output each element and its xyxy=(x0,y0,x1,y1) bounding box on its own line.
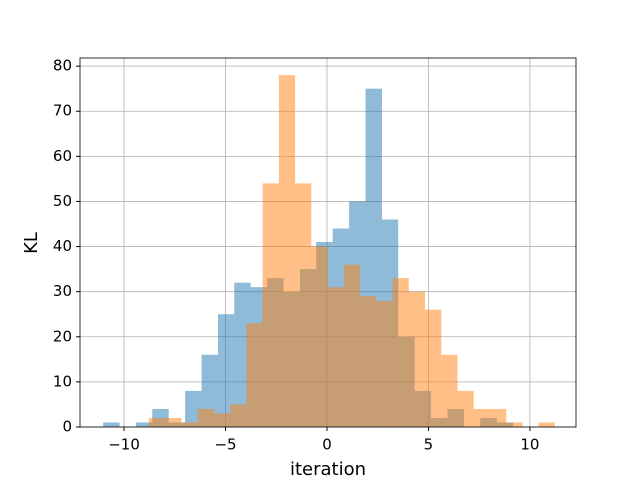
histogram-bar xyxy=(149,417,166,427)
y-tick-label: 40 xyxy=(53,237,72,255)
histogram-bar xyxy=(538,422,555,427)
x-tick-label: −5 xyxy=(214,436,236,454)
x-tick-label: 5 xyxy=(424,436,434,454)
histogram-bar xyxy=(506,422,523,427)
histogram-bar xyxy=(197,408,214,427)
histogram-bar xyxy=(262,183,279,427)
y-tick-label: 30 xyxy=(53,282,72,300)
histogram-bar xyxy=(218,314,235,427)
histogram-bar xyxy=(473,408,490,427)
histogram-bar xyxy=(343,264,361,427)
histogram-bar xyxy=(103,422,120,427)
histogram-bar xyxy=(311,246,328,427)
plot-frame xyxy=(79,57,577,428)
y-tick-label: 20 xyxy=(53,327,72,345)
x-tick-label: 10 xyxy=(520,436,539,454)
y-tick-label: 60 xyxy=(53,147,72,165)
histogram-bar xyxy=(441,354,458,427)
y-tick-label: 10 xyxy=(53,372,72,390)
histogram-bar xyxy=(457,390,474,427)
histogram-bar xyxy=(246,323,263,427)
histogram-bar xyxy=(360,296,377,427)
histogram-bar xyxy=(213,413,231,427)
histogram-bar xyxy=(425,309,442,427)
x-axis-label: iteration xyxy=(290,459,366,480)
histogram-bar xyxy=(185,390,202,427)
histogram-bar xyxy=(165,417,182,427)
y-tick-label: 0 xyxy=(62,418,72,436)
histogram-bar xyxy=(392,278,409,427)
histogram-bar xyxy=(136,422,153,427)
y-axis-label: KL xyxy=(21,232,42,254)
histogram-bar xyxy=(489,408,507,427)
histogram-bar xyxy=(230,404,247,427)
y-tick-label: 70 xyxy=(53,102,72,120)
histogram-bar xyxy=(408,291,426,427)
y-tick-label: 80 xyxy=(53,57,72,75)
histogram-bar xyxy=(327,287,344,427)
histogram-bar xyxy=(376,300,393,427)
histogram-bar xyxy=(181,422,198,427)
x-tick-label: 0 xyxy=(322,436,332,454)
histogram-bar xyxy=(295,183,312,427)
y-tick-label: 50 xyxy=(53,192,72,210)
histogram-bar xyxy=(278,75,296,427)
x-tick-label: −10 xyxy=(108,436,140,454)
